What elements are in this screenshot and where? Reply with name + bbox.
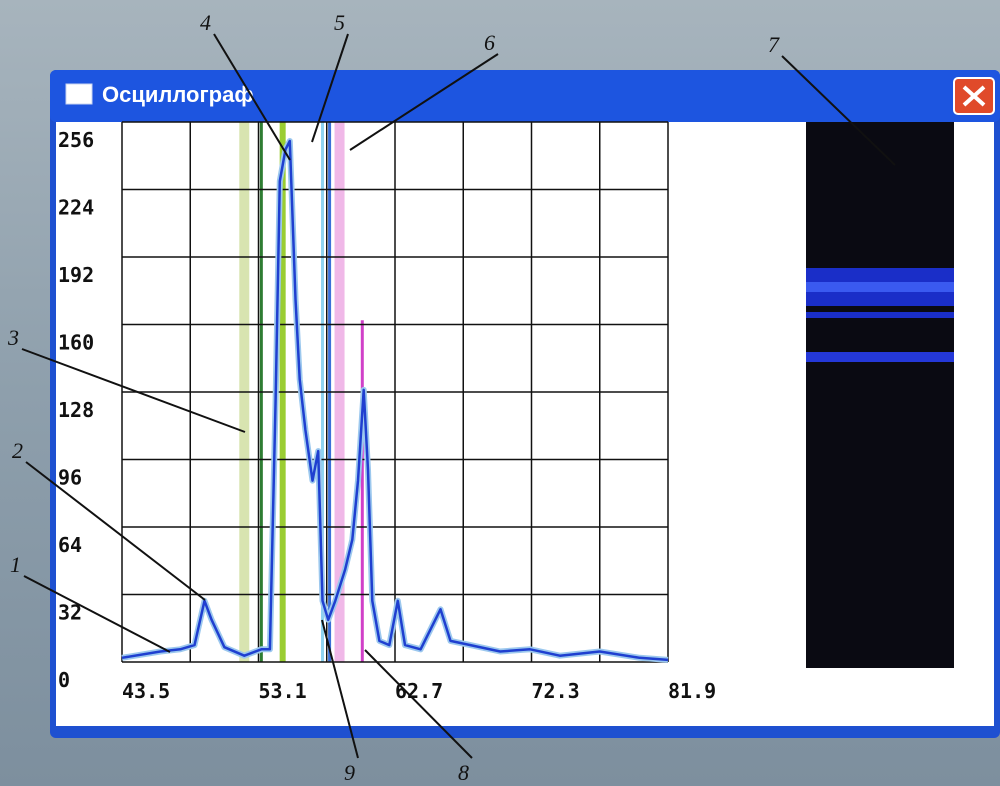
y-tick-label: 0: [58, 668, 70, 692]
leader-line: [213, 33, 291, 161]
title-bar: [50, 70, 1000, 122]
spectrum-band: [806, 352, 954, 362]
y-tick-label: 128: [58, 398, 94, 422]
window-icon: [65, 83, 93, 105]
y-tick-label: 96: [58, 466, 82, 490]
x-tick-label: 53.1: [259, 679, 307, 703]
leader-line: [25, 461, 206, 601]
y-tick-label: 224: [58, 196, 94, 220]
window-title: Осциллограф: [102, 82, 254, 107]
callout-label: 1: [10, 552, 21, 577]
callout-label: 8: [458, 760, 469, 785]
spectrum-band: [806, 312, 954, 318]
callout-label: 6: [484, 30, 495, 55]
x-tick-label: 43.5: [122, 679, 170, 703]
y-tick-label: 160: [58, 331, 94, 355]
callout-label: 9: [344, 760, 355, 785]
callout-label: 2: [12, 438, 23, 463]
x-tick-label: 62.7: [395, 679, 443, 703]
leader-line: [311, 33, 349, 143]
x-tick-label: 72.3: [532, 679, 580, 703]
close-button[interactable]: [953, 77, 995, 115]
callout-label: 4: [200, 10, 211, 35]
leader-line: [321, 619, 359, 759]
y-tick-label: 192: [58, 263, 94, 287]
leader-line: [781, 55, 896, 166]
leader-line: [23, 575, 171, 653]
spectrum-band: [806, 282, 954, 292]
y-tick-label: 64: [58, 533, 82, 557]
signal-line: [121, 139, 669, 662]
callouts: 1 2 3 4 5 6 7 8 9: [7, 10, 896, 785]
leader-line: [21, 348, 246, 433]
close-icon: [962, 85, 986, 107]
spectrum-bg: [806, 122, 954, 668]
leader-line: [364, 649, 473, 759]
y-tick-label: 256: [58, 128, 94, 152]
x-tick-label: 81.9: [668, 679, 716, 703]
callout-label: 7: [768, 32, 780, 57]
callout-label: 3: [7, 325, 19, 350]
leader-line: [349, 53, 499, 151]
callout-label: 5: [334, 10, 345, 35]
spectrum-panel: [806, 122, 954, 668]
